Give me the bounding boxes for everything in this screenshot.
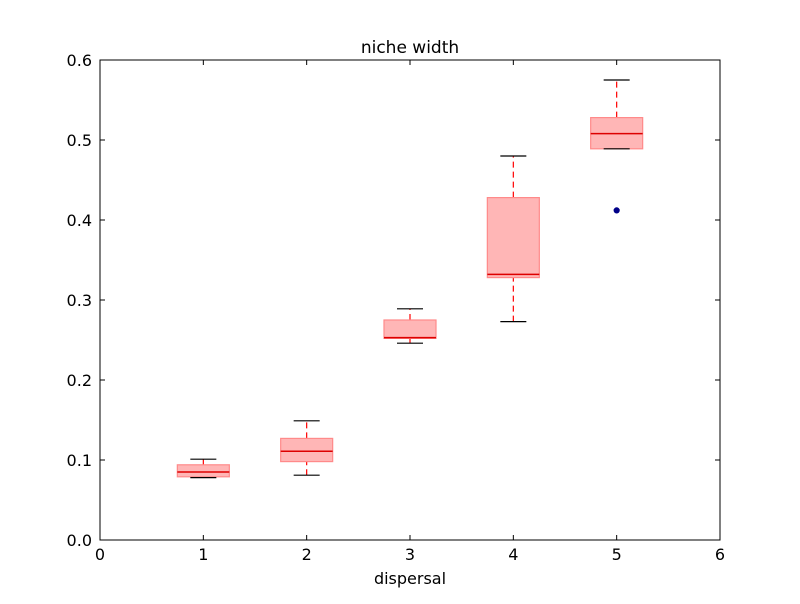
x-tick-label: 6: [715, 545, 725, 564]
outlier-point: [613, 207, 620, 214]
x-axis-label: dispersal: [374, 569, 446, 588]
box-group-4: [486, 155, 540, 323]
y-tick-label: 0.2: [67, 371, 92, 390]
x-tick-label: 5: [612, 545, 622, 564]
x-tick-label: 4: [508, 545, 518, 564]
box-iqr: [486, 197, 540, 279]
box-iqr: [280, 437, 334, 463]
box-iqr: [383, 319, 437, 339]
y-tick-label: 0.3: [67, 291, 92, 310]
y-tick-label: 0.5: [67, 131, 92, 150]
x-tick-label: 3: [405, 545, 415, 564]
y-tick-label: 0.0: [67, 531, 92, 550]
box-group-5: [590, 79, 644, 214]
x-tick-label: 0: [95, 545, 105, 564]
box-group-1: [176, 458, 230, 479]
box-group-2: [280, 420, 334, 476]
box-iqr: [176, 464, 230, 478]
y-tick-label: 0.4: [67, 211, 92, 230]
axes: 0 1 2 3 4 5 6 0.0 0.1 0.2 0.3 0.4 0.5 0.6: [67, 51, 726, 564]
box-group-3: [383, 308, 437, 344]
plot-area: [176, 79, 644, 479]
y-tick-label: 0.1: [67, 451, 92, 470]
chart-title: niche width: [361, 38, 459, 58]
y-tick-label: 0.6: [67, 51, 92, 70]
x-tick-label: 2: [302, 545, 312, 564]
x-tick-label: 1: [198, 545, 208, 564]
